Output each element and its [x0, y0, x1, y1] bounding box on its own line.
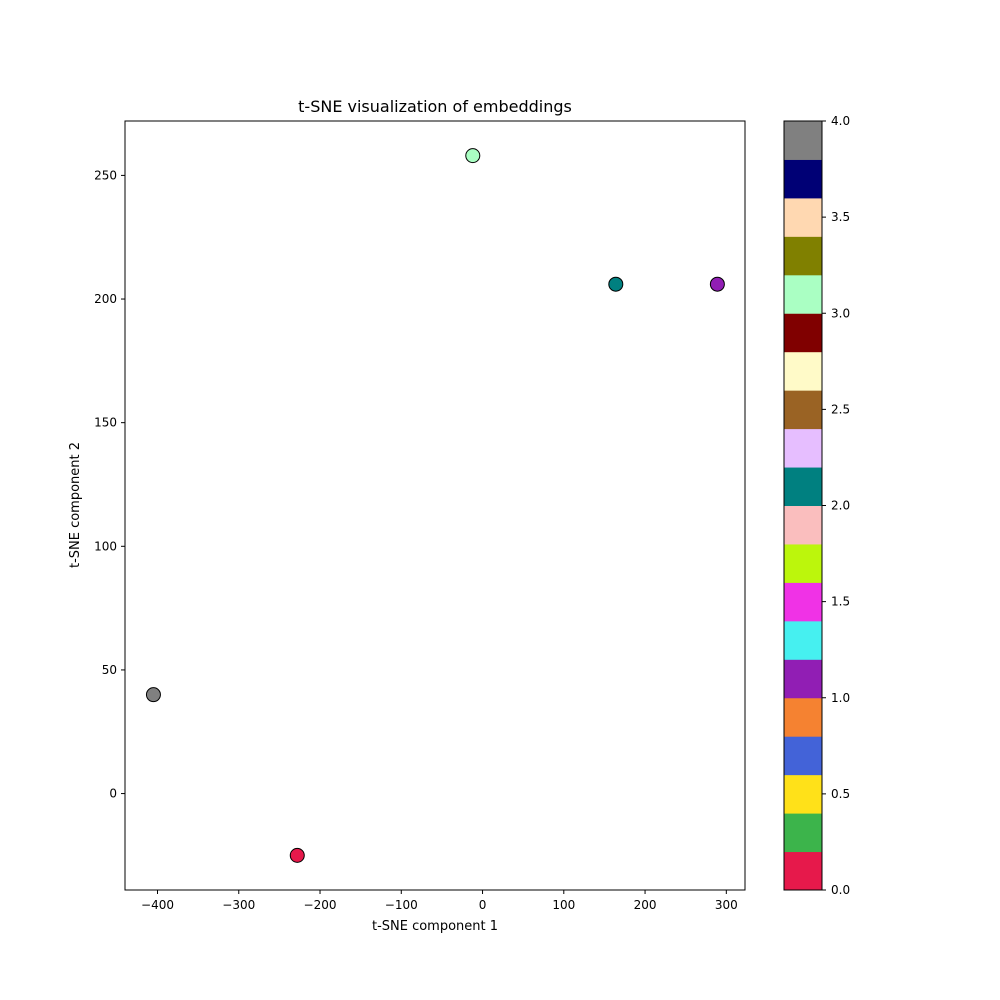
y-axis-label: t-SNE component 2: [68, 442, 83, 568]
colorbar-segment: [784, 428, 822, 468]
colorbar-segment: [784, 121, 822, 160]
data-point: [608, 276, 624, 292]
y-tick-label: 150: [94, 416, 117, 430]
x-tick-label: 200: [634, 898, 657, 912]
y-axis: 0 50 100 150 200 250: [94, 168, 125, 801]
plot-background: [125, 121, 745, 890]
colorbar-tick-label: 4.0: [831, 114, 850, 128]
colorbar-segment: [784, 659, 822, 699]
x-axis: −400 −300 −200 −100 0 100 200 300: [141, 890, 738, 912]
points-layer: [145, 148, 725, 863]
colorbar-segment: [784, 851, 822, 891]
x-tick-label: −400: [141, 898, 174, 912]
colorbar-tick-label: 0.5: [831, 787, 850, 801]
colorbar-tick-label: 0.0: [831, 883, 850, 897]
colorbar-segment: [784, 159, 822, 199]
colorbar-segment: [784, 813, 822, 853]
data-point: [145, 687, 161, 703]
data-point: [289, 847, 305, 863]
colorbar-segment: [784, 197, 822, 237]
colorbar-tick-label: 2.5: [831, 402, 850, 416]
y-tick-label: 100: [94, 539, 117, 553]
colorbar-segment: [784, 736, 822, 776]
x-tick-label: 300: [715, 898, 738, 912]
chart-title: t-SNE visualization of embeddings: [298, 97, 572, 116]
x-tick-label: 100: [552, 898, 575, 912]
colorbar-tick-label: 1.0: [831, 691, 850, 705]
plot-frame: [124, 120, 746, 891]
y-tick-label: 250: [94, 168, 117, 182]
colorbar-tick-label: 2.0: [831, 499, 850, 513]
colorbar-segment: [784, 543, 822, 583]
colorbar-segment: [784, 274, 822, 314]
colorbar-segment: [784, 620, 822, 660]
colorbar-segment: [784, 774, 822, 814]
x-tick-label: −100: [385, 898, 418, 912]
plot-area: [124, 120, 746, 891]
data-point: [465, 148, 481, 164]
colorbar-segment: [784, 351, 822, 391]
colorbar-tick-label: 1.5: [831, 595, 850, 609]
x-axis-label: t-SNE component 1: [372, 919, 498, 934]
x-tick-label: −300: [222, 898, 255, 912]
y-tick-label: 0: [109, 787, 117, 801]
x-tick-label: −200: [304, 898, 337, 912]
colorbar-tick-label: 3.5: [831, 210, 850, 224]
colorbar-segment: [784, 467, 822, 506]
colorbar-segment: [784, 582, 822, 622]
colorbar-segment: [784, 697, 822, 737]
colorbar: 0.0 0.5 1.0 1.5 2.0 2.5 3.0 3.5 4.0: [783, 114, 850, 897]
y-tick-label: 200: [94, 292, 117, 306]
colorbar-segment: [784, 505, 822, 545]
colorbar-segment: [784, 236, 822, 276]
colorbar-segment: [784, 313, 822, 353]
colorbar-segment: [784, 390, 822, 430]
colorbar-tick-label: 3.0: [831, 306, 850, 320]
x-tick-label: 0: [479, 898, 487, 912]
y-tick-label: 50: [102, 663, 117, 677]
data-point: [709, 276, 725, 292]
